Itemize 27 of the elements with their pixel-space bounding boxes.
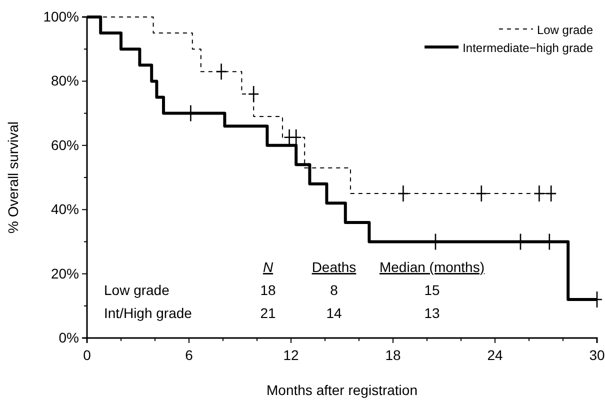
x-tick-label: 18 xyxy=(385,347,401,363)
legend-label: Intermediate−high grade xyxy=(462,41,594,55)
annotation: Int/High grade xyxy=(104,305,192,321)
annotation: 14 xyxy=(326,305,342,321)
annotation: 13 xyxy=(424,305,440,321)
x-tick-label: 24 xyxy=(487,347,503,363)
annotation: 15 xyxy=(424,282,440,298)
y-tick-label: 20% xyxy=(50,265,79,282)
y-tick-label: 60% xyxy=(50,136,79,153)
annotation: Deaths xyxy=(312,259,356,275)
annotation: 21 xyxy=(260,305,276,321)
x-tick-label: 0 xyxy=(83,347,92,363)
x-tick-label: 12 xyxy=(283,347,299,363)
x-axis-title: Months after registration xyxy=(266,382,418,398)
legend-label: Low grade xyxy=(536,23,594,37)
annotation: 18 xyxy=(260,282,276,298)
annotation: Median (months) xyxy=(379,259,485,275)
annotation: 8 xyxy=(330,282,338,298)
y-tick-label: 40% xyxy=(50,201,79,218)
annotation: Low grade xyxy=(104,282,170,298)
x-tick-label: 30 xyxy=(589,347,605,363)
y-axis-title: % Overall survival xyxy=(5,121,21,234)
annotation: N xyxy=(262,259,274,275)
y-tick-label: 0% xyxy=(58,329,79,346)
x-tick-label: 6 xyxy=(185,347,194,363)
y-tick-label: 80% xyxy=(50,72,79,89)
y-tick-label: 100% xyxy=(43,8,79,24)
